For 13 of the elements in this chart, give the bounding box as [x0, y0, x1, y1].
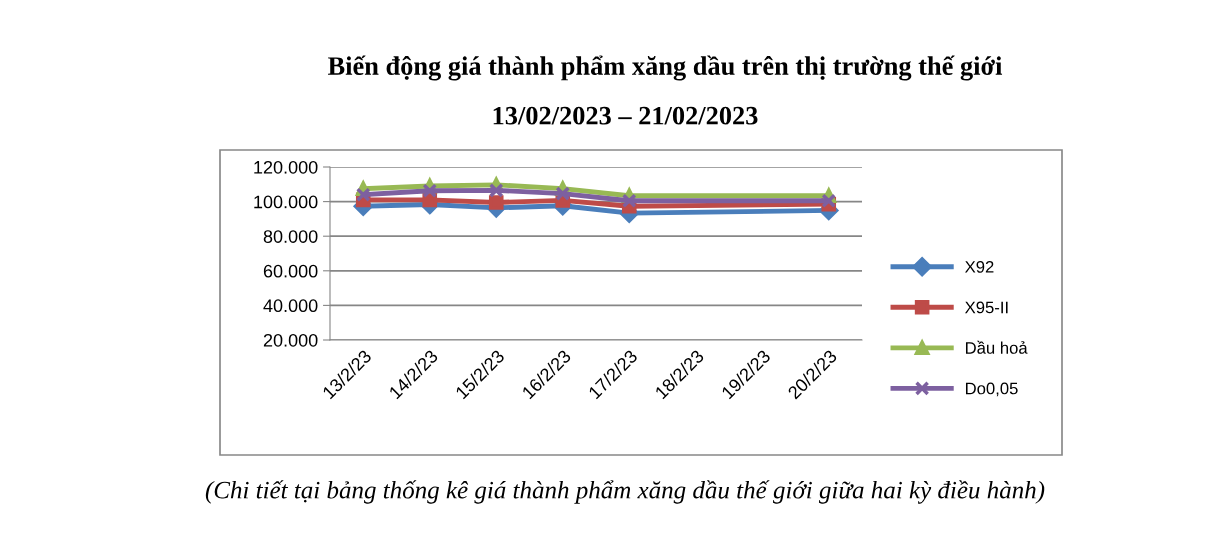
y-tick-label: 40.000: [263, 299, 318, 313]
legend-label: X92: [965, 260, 994, 273]
legend-label: Do0,05: [965, 382, 1018, 397]
legend-label: X95-II: [965, 301, 1008, 314]
legend-label: Dầu hoả: [965, 340, 1028, 354]
chart-title: Biến động giá thành phẩm xăng dầu trên thị trường thế giới: [328, 55, 1003, 81]
y-tick-label: 100.000: [254, 195, 318, 209]
y-tick-label: 80.000: [263, 230, 318, 243]
y-tick-label: 20.000: [263, 333, 318, 347]
chart-subtitle: 13/02/2023 – 21/02/2023: [493, 106, 758, 125]
y-tick-label: 60.000: [263, 264, 318, 278]
y-tick-label: 120.000: [254, 160, 318, 174]
text: (Chi tiết tại bảng thống kê giá thành phẩm xăng dầu thế giới giữa hai kỳ điều hành): [205, 480, 1045, 504]
